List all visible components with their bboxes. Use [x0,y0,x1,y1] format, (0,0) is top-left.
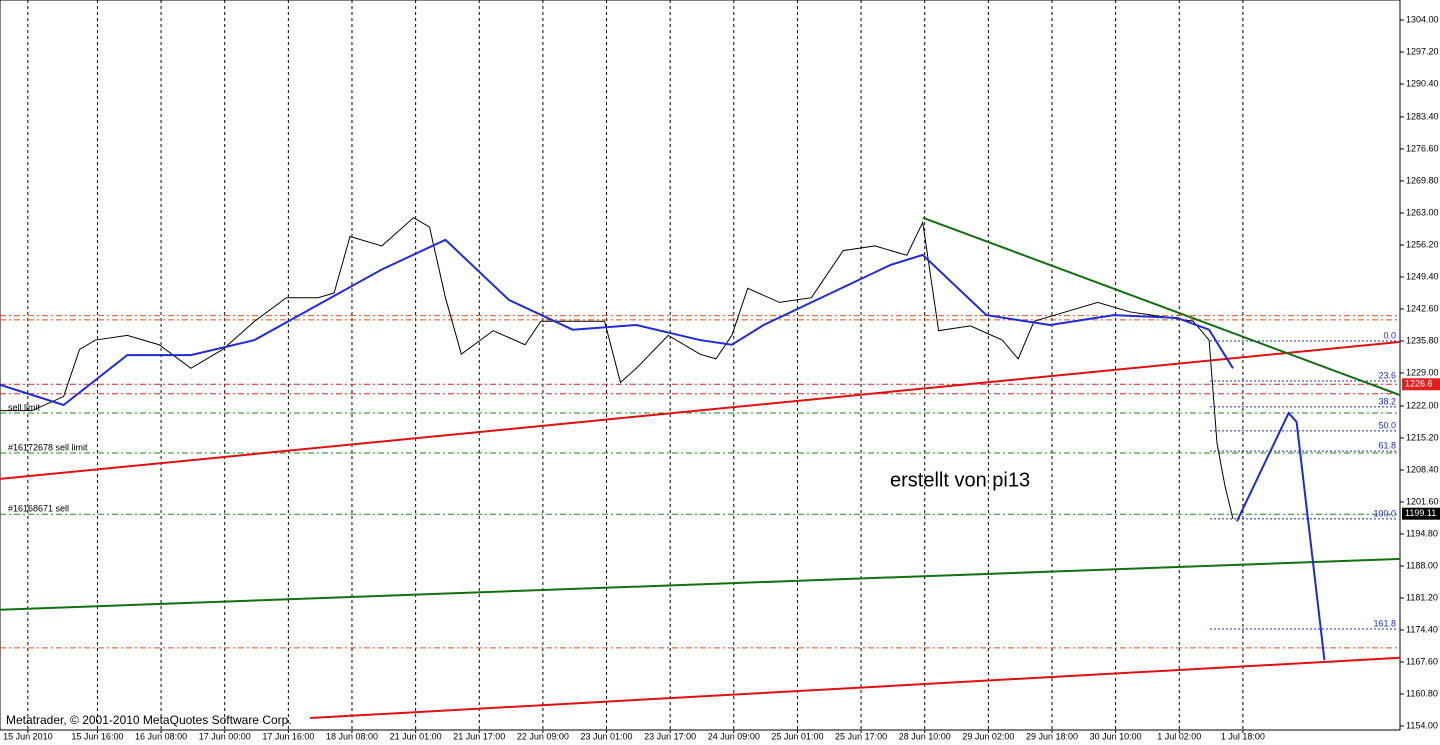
y-tick-label: 1290.40 [1406,78,1439,88]
x-tick-label: 29 Jun 02:00 [962,731,1014,741]
order-label: #16172678 sell limit [8,442,88,452]
x-tick-label: 15 Jun 2010 [3,731,53,741]
x-tick-label: 1 Jul 18:00 [1221,731,1265,741]
moving-average [0,238,1234,407]
y-tick-label: 1181.20 [1406,592,1438,602]
y-tick-label: 1263.00 [1406,207,1439,217]
x-tick-label: 23 Jun 17:00 [644,731,696,741]
y-tick-label: 1201.60 [1406,496,1439,506]
trend-line [0,557,1401,611]
x-tick-label: 16 Jun 08:00 [135,731,187,741]
y-tick-label: 1160.80 [1406,688,1438,698]
y-tick-label: 1215.20 [1406,432,1439,442]
price-line [0,217,1234,520]
x-tick-label: 15 Jun 16:00 [71,731,123,741]
y-tick-label: 1167.60 [1406,656,1438,666]
trend-line [1236,411,1326,661]
price-marker-label: 1199.11 [1405,508,1436,518]
y-tick-label: 1208.40 [1406,464,1439,474]
x-tick-label: 25 Jun 01:00 [771,731,823,741]
x-tick-label: 1 Jul 02:00 [1157,731,1201,741]
fib-label: 100.0 [1373,508,1396,518]
y-tick-label: 1188.00 [1406,560,1438,570]
y-tick-label: 1235.80 [1406,335,1439,345]
x-tick-label: 28 Jun 10:00 [899,731,951,741]
x-tick-label: 17 Jun 00:00 [199,731,251,741]
fib-label: 61.8 [1378,441,1396,451]
x-tick-label: 17 Jun 16:00 [262,731,314,741]
price-marker [1402,378,1440,391]
y-tick-label: 1222.00 [1406,400,1439,410]
trend-line [0,340,1401,480]
x-tick-label: 22 Jun 09:00 [517,731,569,741]
y-tick-label: 1229.00 [1406,367,1439,377]
price-marker-label: 1226.6 [1405,379,1433,389]
fib-label: 38.2 [1378,396,1396,406]
x-tick-label: 23 Jun 01:00 [581,731,633,741]
y-tick-label: 1283.40 [1406,111,1439,121]
x-tick-label: 29 Jun 18:00 [1026,731,1078,741]
fib-label: 50.0 [1378,420,1396,430]
y-tick-label: 1269.80 [1406,175,1439,185]
y-tick-label: 1297.20 [1406,46,1439,56]
y-tick-label: 1174.40 [1406,624,1438,634]
x-tick-label: 24 Jun 09:00 [708,731,760,741]
fib-label: 0.0 [1383,330,1396,340]
fib-label: 23.6 [1378,370,1396,380]
x-tick-label: 25 Jun 17:00 [835,731,887,741]
y-tick-label: 1304.00 [1406,14,1439,24]
y-tick-label: 1276.60 [1406,143,1439,153]
trend-line [310,656,1401,719]
plot-frame [0,0,1401,731]
order-label: sell limit [8,402,41,412]
order-label: #16168671 sell [8,504,69,514]
y-tick-label: 1154.00 [1406,720,1438,730]
x-tick-label: 18 Jun 08:00 [326,731,378,741]
y-tick-label: 1242.60 [1406,303,1439,313]
y-tick-label: 1256.20 [1406,239,1439,249]
trend-line [922,216,1401,397]
price-marker [1402,507,1440,520]
x-tick-label: 21 Jun 01:00 [390,731,442,741]
annotation: erstellt von pi13 [890,469,1030,491]
y-tick-label: 1194.80 [1406,528,1438,538]
fib-label: 161.8 [1373,618,1396,628]
x-tick-label: 21 Jun 17:00 [453,731,505,741]
x-tick-label: 30 Jun 10:00 [1090,731,1142,741]
footer: Metatrader, © 2001-2010 MetaQuotes Softw… [6,713,292,727]
y-tick-label: 1249.40 [1406,271,1439,281]
